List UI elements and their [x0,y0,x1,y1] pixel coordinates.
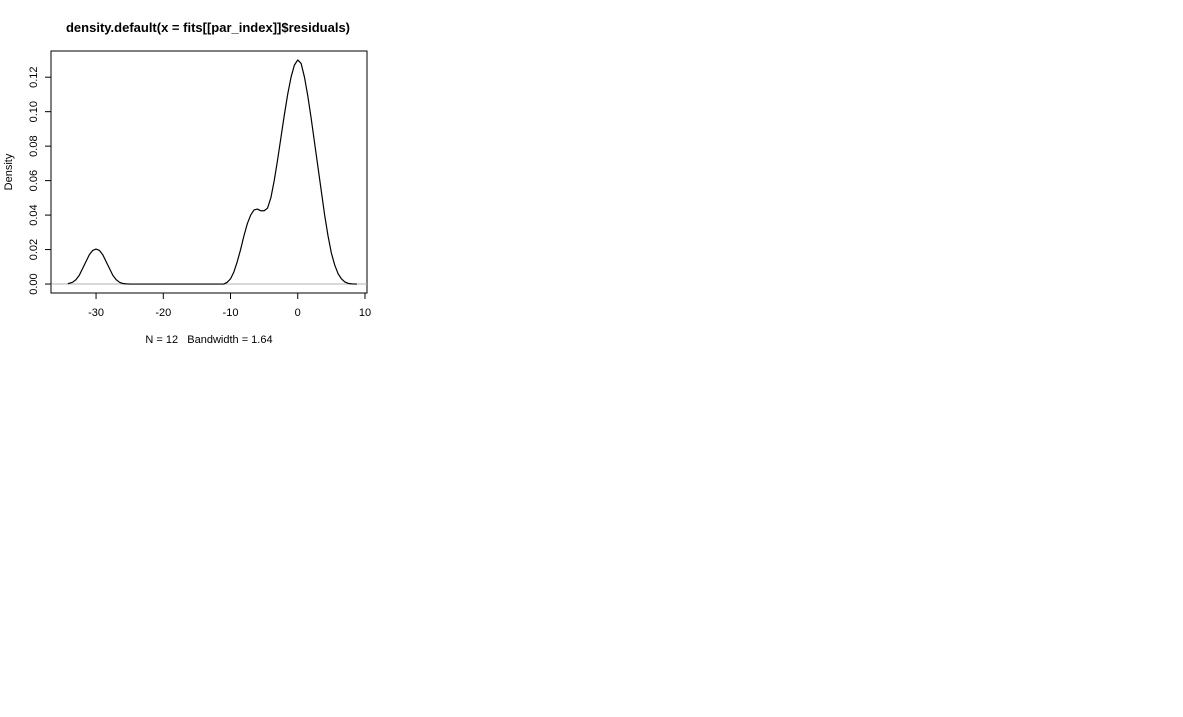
density-curve [67,59,357,285]
y-tick-label: 0.10 [28,101,40,122]
plot-frame [50,50,368,294]
x-axis: -30 -20 -10 0 10 [88,292,371,319]
y-tick-label: 0.06 [28,170,40,191]
x-tick-label: -10 [223,307,239,319]
x-tick-label: 0 [295,307,301,319]
chart-title: density.default(x = fits[[par_index]]$re… [66,20,350,35]
x-axis-label: N = 12 Bandwidth = 1.64 [145,334,272,346]
x-tick-label: -20 [155,307,171,319]
x-tick-label: -30 [88,307,104,319]
y-tick-label: 0.00 [28,273,40,294]
y-tick-label: 0.04 [28,204,40,225]
y-tick-label: 0.08 [28,135,40,156]
y-tick-label: 0.12 [28,66,40,87]
y-axis-label: Density [3,153,15,190]
y-axis: 0.00 0.02 0.04 0.06 0.08 0.10 0.12 [28,66,52,295]
y-tick-label: 0.02 [28,239,40,260]
x-tick-label: 10 [359,307,371,319]
